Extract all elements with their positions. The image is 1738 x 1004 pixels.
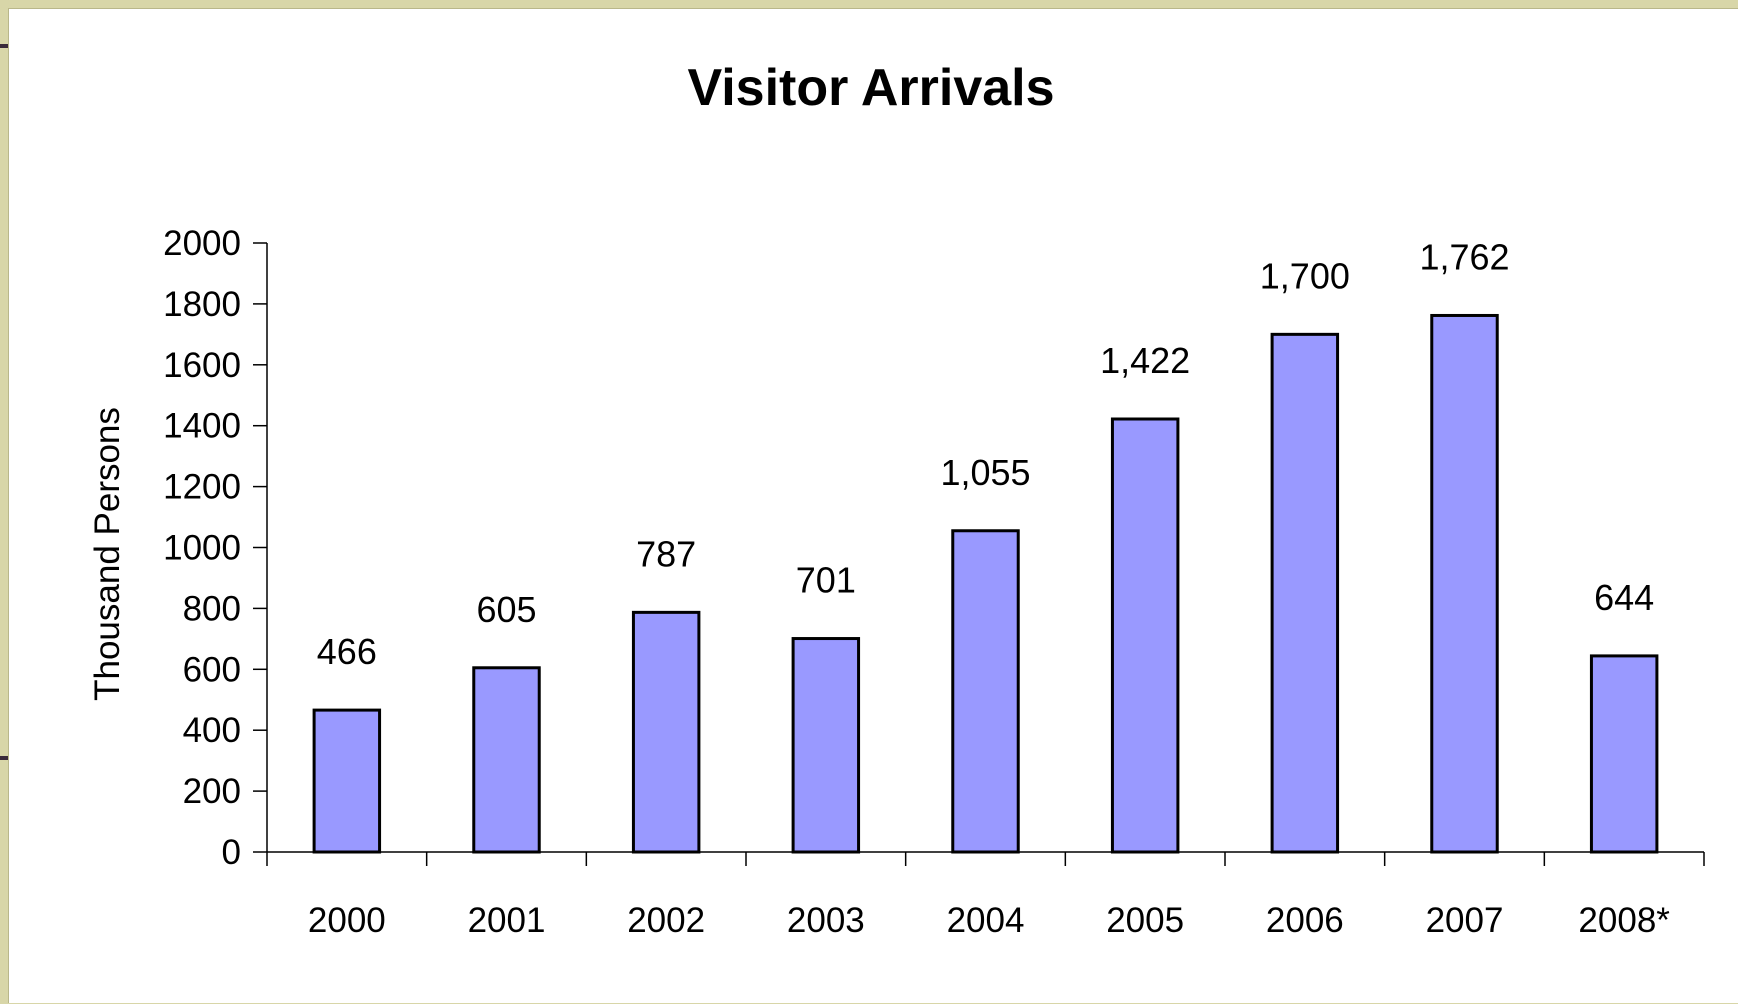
y-tick-label: 1800: [163, 285, 241, 324]
chart-title: Visitor Arrivals: [687, 59, 1054, 117]
x-tick-label: 2008*: [1578, 901, 1670, 940]
bar-2002: [631, 610, 701, 854]
y-axis-label: Thousand Persons: [88, 407, 127, 701]
data-label: 1,055: [940, 452, 1030, 493]
x-tick-label: 2005: [1106, 901, 1184, 940]
x-tick-label: 2007: [1426, 901, 1504, 940]
data-labels-group: 466 605 787 701 1,055 1,422 1,700 1,762 644: [317, 236, 1654, 672]
bar-2003: [791, 637, 861, 854]
y-tick-label: 1000: [163, 529, 241, 568]
bar-2004: [951, 529, 1020, 854]
bar-2000: [312, 708, 382, 854]
bar-2001: [472, 666, 541, 854]
data-label: 644: [1594, 577, 1654, 618]
y-tick-label: 800: [183, 589, 241, 628]
x-tick-label: 2006: [1266, 901, 1344, 940]
data-label: 1,700: [1260, 255, 1350, 296]
y-tick-label: 1600: [163, 346, 241, 385]
bar-2005: [1110, 417, 1180, 854]
x-tick-label: 2000: [308, 901, 386, 940]
data-label: 1,422: [1100, 340, 1190, 381]
data-label: 1,762: [1419, 236, 1509, 277]
y-tick-label: 600: [183, 650, 241, 689]
y-tick-label: 200: [183, 772, 241, 811]
bar-chart: Visitor Arrivals Thousand Persons 0 200 40…: [88, 59, 1705, 940]
bar-2006: [1270, 332, 1340, 854]
y-tick-label: 1200: [163, 468, 241, 507]
x-tick-label: 2003: [787, 901, 865, 940]
y-tick-label: 0: [222, 833, 241, 872]
data-label: 701: [796, 560, 856, 601]
bars-group: [312, 313, 1659, 854]
data-label: 466: [317, 631, 377, 672]
data-label: 787: [636, 533, 696, 574]
x-tick-label: 2001: [468, 901, 546, 940]
x-tick-label: 2004: [947, 901, 1025, 940]
chart-panel: Visitor Arrivals Thousand Persons 0 200 40…: [8, 8, 1738, 1003]
data-label: 605: [476, 589, 536, 630]
bar-2007: [1430, 313, 1499, 854]
y-tick-label: 1400: [163, 407, 241, 446]
y-tick-label: 2000: [163, 224, 241, 263]
bar-2008: [1589, 654, 1659, 854]
y-tick-label: 400: [183, 711, 241, 750]
x-tick-label: 2002: [627, 901, 705, 940]
